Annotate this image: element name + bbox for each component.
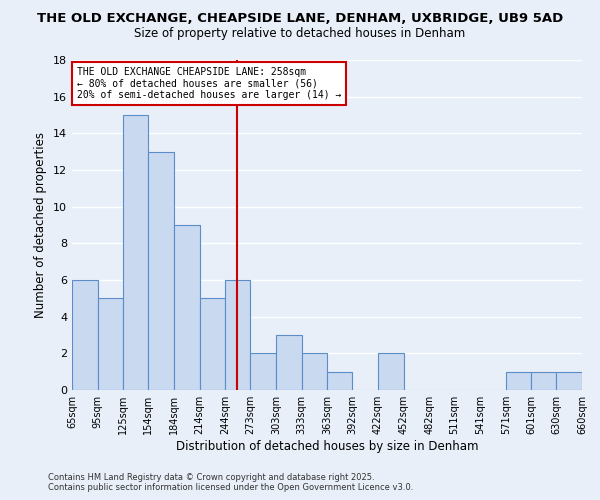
Bar (506, 372, 532, 390)
Bar (556, 372, 582, 390)
Bar (532, 372, 556, 390)
Text: Contains HM Land Registry data © Crown copyright and database right 2025.
Contai: Contains HM Land Registry data © Crown c… (48, 473, 413, 492)
Bar (328, 372, 352, 390)
Bar (226, 280, 250, 390)
Text: THE OLD EXCHANGE, CHEAPSIDE LANE, DENHAM, UXBRIDGE, UB9 5AD: THE OLD EXCHANGE, CHEAPSIDE LANE, DENHAM… (37, 12, 563, 26)
Bar (200, 298, 226, 390)
X-axis label: Distribution of detached houses by size in Denham: Distribution of detached houses by size … (176, 440, 478, 453)
Bar (276, 335, 302, 390)
Bar (174, 225, 200, 390)
Bar (302, 354, 328, 390)
Bar (378, 354, 404, 390)
Y-axis label: Number of detached properties: Number of detached properties (34, 132, 47, 318)
Text: Size of property relative to detached houses in Denham: Size of property relative to detached ho… (134, 28, 466, 40)
Bar (98, 298, 124, 390)
Bar (250, 354, 276, 390)
Bar (148, 152, 174, 390)
Bar (72, 280, 98, 390)
Text: THE OLD EXCHANGE CHEAPSIDE LANE: 258sqm
← 80% of detached houses are smaller (56: THE OLD EXCHANGE CHEAPSIDE LANE: 258sqm … (77, 66, 341, 100)
Bar (124, 115, 148, 390)
